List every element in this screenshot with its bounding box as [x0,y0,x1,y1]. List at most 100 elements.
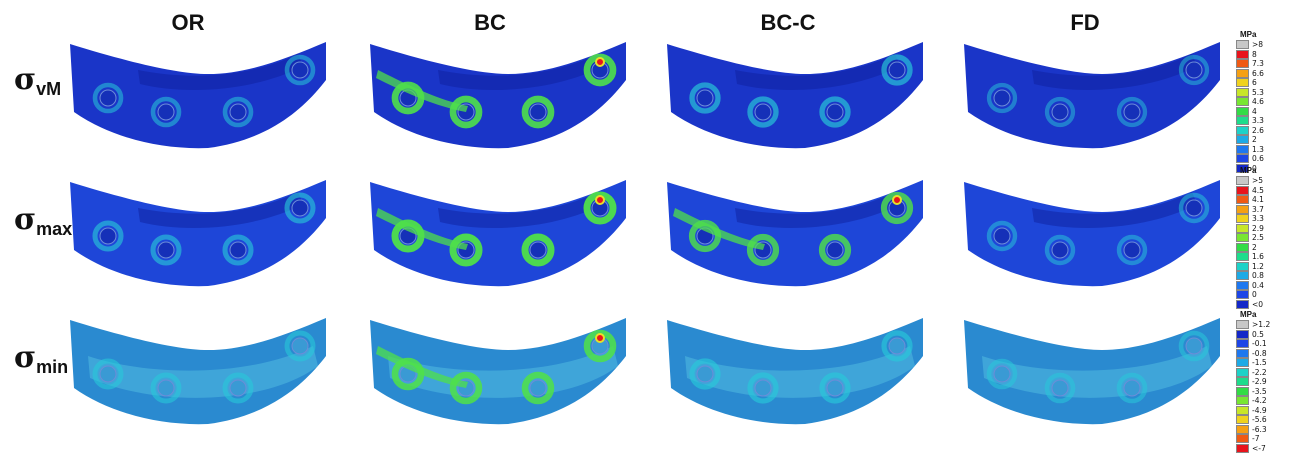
implant-render [368,178,630,290]
screw-hole [994,228,1010,244]
screw-hole [100,228,116,244]
legend-entry: 3.7 [1236,205,1293,215]
screw-hole [697,90,713,106]
legend-label: 6 [1252,78,1257,87]
legend-swatch [1236,415,1249,424]
screw-hole [1052,242,1068,258]
legend-entry: -1.5 [1236,358,1293,368]
stress-map-von-mises-or [68,40,330,152]
legend-label: >8 [1252,40,1263,49]
legend-swatch [1236,59,1249,68]
legend-entry: -0.1 [1236,339,1293,349]
row-label-max-principal: σmax [14,202,72,240]
legend-swatch [1236,377,1249,386]
sigma-symbol: σ [14,202,36,237]
legend-swatch [1236,396,1249,405]
row-subscript: max [36,219,72,239]
legend-swatch [1236,40,1249,49]
stress-map-max-principal-fd [962,178,1224,290]
legend-label: 8 [1252,50,1257,59]
legend-entry: 2.9 [1236,224,1293,234]
stress-map-von-mises-bc-c [665,40,927,152]
legend-label: 4.5 [1252,186,1264,195]
legend-label: -5.6 [1252,415,1267,424]
column-header-bc-c: BC-C [688,10,888,36]
legend-entry: 4.5 [1236,186,1293,196]
legend-label: 0.8 [1252,271,1264,280]
legend-swatch [1236,349,1249,358]
peak-stress-spot [893,196,901,204]
screw-hole [230,104,246,120]
legend-entry: 2 [1236,135,1293,145]
stress-map-max-principal-bc [368,178,630,290]
legend-label: -2.2 [1252,368,1267,377]
legend-entry: -0.8 [1236,349,1293,359]
legend-entry: 0.6 [1236,154,1293,164]
legend-label: <0 [1252,300,1263,309]
stress-map-min-principal-bc [368,316,630,428]
legend-entry: 4 [1236,107,1293,117]
legend-entry: 3.3 [1236,214,1293,224]
screw-hole [697,366,713,382]
legend-entry: -4.9 [1236,406,1293,416]
legend-entry: <0 [1236,300,1293,310]
row-label-min-principal: σmin [14,340,68,378]
implant-render [962,40,1224,152]
screw-hole [230,380,246,396]
legend-swatch [1236,97,1249,106]
screw-hole [230,242,246,258]
screw-hole [158,380,174,396]
legend-entry: 8 [1236,50,1293,60]
screw-hole [994,90,1010,106]
legend-label: 2 [1252,135,1257,144]
stress-map-min-principal-fd [962,316,1224,428]
implant-render [962,178,1224,290]
legend-entry: -2.9 [1236,377,1293,387]
legend-entry: -5.6 [1236,415,1293,425]
screw-hole [1124,242,1140,258]
legend-entry: 1.6 [1236,252,1293,262]
legend-label: 0.4 [1252,281,1264,290]
legend-unit: MPa [1240,166,1293,176]
peak-stress-spot [596,334,604,342]
legend-swatch [1236,116,1249,125]
screw-hole [1186,338,1202,354]
stress-map-min-principal-or [68,316,330,428]
legend-label: 1.6 [1252,252,1264,261]
legend-label: -0.1 [1252,339,1267,348]
column-header-bc: BC [390,10,590,36]
legend-label: -3.5 [1252,387,1267,396]
legend-entry: -3.5 [1236,387,1293,397]
legend-entry: -4.2 [1236,396,1293,406]
legend-unit: MPa [1240,310,1293,320]
stress-map-max-principal-bc-c [665,178,927,290]
legend-swatch [1236,290,1249,299]
legend-swatch [1236,224,1249,233]
legend-entry: 0.4 [1236,281,1293,291]
legend-label: 2 [1252,243,1257,252]
legend-entry: 7.3 [1236,59,1293,69]
screw-hole [1186,62,1202,78]
column-header-fd: FD [985,10,1185,36]
legend-swatch [1236,281,1249,290]
legend-swatch [1236,252,1249,261]
legend-swatch [1236,88,1249,97]
legend-entry: 6 [1236,78,1293,88]
screw-hole [1186,200,1202,216]
legend-label: -4.9 [1252,406,1267,415]
legend-entry: -2.2 [1236,368,1293,378]
implant-render [368,40,630,152]
legend-swatch [1236,135,1249,144]
legend-entry: 4.1 [1236,195,1293,205]
legend-swatch [1236,320,1249,329]
screw-hole [292,200,308,216]
legend-unit: MPa [1240,30,1293,40]
legend-label: >5 [1252,176,1263,185]
legend-label: 3.3 [1252,214,1264,223]
legend-swatch [1236,195,1249,204]
legend-swatch [1236,387,1249,396]
legend-swatch [1236,176,1249,185]
implant-render [368,316,630,428]
legend-label: 0.6 [1252,154,1264,163]
